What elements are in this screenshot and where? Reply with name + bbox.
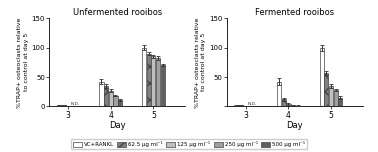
Bar: [161, 65, 165, 106]
Bar: [118, 100, 122, 106]
Text: N.D.: N.D.: [248, 102, 257, 105]
Title: Fermented rooibos: Fermented rooibos: [255, 9, 335, 17]
Text: N.D.: N.D.: [70, 102, 80, 105]
Bar: [329, 86, 333, 106]
Bar: [142, 48, 146, 106]
Bar: [147, 54, 151, 106]
Bar: [113, 96, 118, 106]
Bar: [338, 98, 342, 106]
Bar: [239, 105, 243, 106]
Bar: [324, 73, 328, 106]
Bar: [108, 91, 113, 106]
Bar: [151, 56, 155, 106]
Bar: [57, 105, 61, 106]
Legend: VC+RANKL, 62.5 μg ml⁻¹, 125 μg ml⁻¹, 250 μg ml⁻¹, 500 μg ml⁻¹: VC+RANKL, 62.5 μg ml⁻¹, 125 μg ml⁻¹, 250…: [71, 139, 307, 149]
X-axis label: Day: Day: [287, 121, 303, 130]
Bar: [277, 82, 281, 106]
Bar: [156, 58, 160, 106]
Bar: [99, 82, 104, 106]
Y-axis label: %TRAP+ osteoclasts relative
to control at day 5: %TRAP+ osteoclasts relative to control a…: [17, 17, 29, 107]
Y-axis label: %TRAP+ osteoclasts relative
to control at day 5: %TRAP+ osteoclasts relative to control a…: [195, 17, 206, 107]
X-axis label: Day: Day: [109, 121, 125, 130]
Bar: [104, 86, 108, 106]
Bar: [282, 99, 286, 106]
Bar: [319, 48, 324, 106]
Title: Unfermented rooibos: Unfermented rooibos: [73, 9, 162, 17]
Bar: [62, 105, 66, 106]
Bar: [291, 105, 295, 106]
Bar: [234, 105, 239, 106]
Bar: [333, 90, 338, 106]
Bar: [287, 104, 291, 106]
